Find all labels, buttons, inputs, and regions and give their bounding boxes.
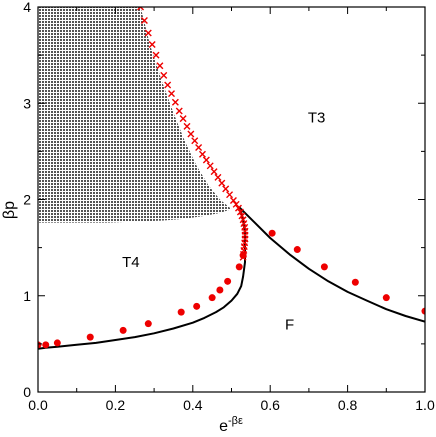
data-point-cross [214, 173, 222, 181]
data-point-dot [42, 341, 50, 349]
data-point-dot [268, 229, 276, 237]
data-point-cross [156, 62, 164, 70]
axis-ticks: 0.0 0.2 0.4 0.6 0.8 1.0 0 1 2 3 4 [23, 0, 435, 413]
x-tick-label: 0.4 [183, 397, 203, 413]
data-point-dot [421, 307, 425, 315]
region-label-t3: T3 [308, 110, 326, 127]
x-tick-label: 0.2 [106, 397, 126, 413]
data-point-cross [140, 16, 148, 24]
x-tick-label: 0.8 [338, 397, 358, 413]
data-point-cross [234, 204, 242, 212]
data-point-dot [86, 333, 94, 341]
y-tick-label: 2 [23, 192, 31, 208]
data-point-dot [53, 339, 61, 347]
region-label-t4: T4 [122, 254, 140, 271]
data-point-cross [164, 81, 172, 89]
y-axis-label: βp [1, 201, 18, 219]
data-point-cross [222, 185, 230, 193]
data-point-cross [229, 196, 237, 204]
y-tick-label: 4 [23, 0, 31, 15]
data-point-cross [239, 253, 247, 261]
data-point-dot [320, 263, 328, 271]
data-point-cross [148, 41, 156, 49]
shaded-region [38, 7, 232, 223]
data-point-dot [224, 277, 232, 285]
data-point-dot [216, 286, 224, 294]
data-point-dot [293, 246, 301, 254]
plot-area [38, 7, 425, 350]
data-point-dot [208, 294, 216, 302]
data-point-cross [152, 51, 160, 59]
boundary-line-1 [38, 206, 246, 350]
data-point-cross [137, 7, 145, 11]
y-tick-label: 0 [23, 384, 31, 400]
data-point-cross [195, 144, 203, 152]
data-point-cross [160, 71, 168, 79]
region-label-f: F [285, 316, 294, 333]
data-point-cross [236, 208, 244, 216]
boundary-line-2 [238, 206, 425, 323]
data-point-dot [144, 320, 152, 328]
x-tick-label: 0.6 [260, 397, 280, 413]
data-point-cross [210, 168, 218, 176]
region-labels: T3 T4 F [122, 110, 325, 334]
x-tick-label: 0.0 [28, 397, 48, 413]
data-point-cross [202, 156, 210, 164]
data-point-cross [168, 90, 176, 98]
data-point-dot [38, 341, 42, 349]
x-axis-label: e-βε [219, 415, 243, 435]
data-point-dot [177, 308, 185, 316]
data-point-dot [382, 294, 390, 302]
data-point-cross [183, 122, 191, 130]
data-point-dot [351, 278, 359, 286]
data-point-cross [175, 107, 183, 115]
data-point-cross [187, 130, 195, 138]
data-point-cross [198, 150, 206, 158]
data-point-cross [232, 200, 240, 208]
data-point-cross [218, 179, 226, 187]
data-point-cross [238, 212, 246, 220]
data-point-cross [191, 137, 199, 145]
y-tick-label: 1 [23, 288, 31, 304]
data-point-cross [171, 98, 179, 106]
data-point-cross [144, 29, 152, 37]
x-axis-label-superscript: -βε [228, 415, 243, 427]
y-tick-label: 3 [23, 95, 31, 111]
data-point-dot [235, 263, 243, 271]
data-point-dot [193, 302, 201, 310]
x-tick-label: 1.0 [415, 397, 435, 413]
data-point-cross [226, 191, 234, 199]
data-point-dot [119, 326, 127, 334]
data-point-cross [179, 115, 187, 123]
data-point-cross [206, 162, 214, 170]
